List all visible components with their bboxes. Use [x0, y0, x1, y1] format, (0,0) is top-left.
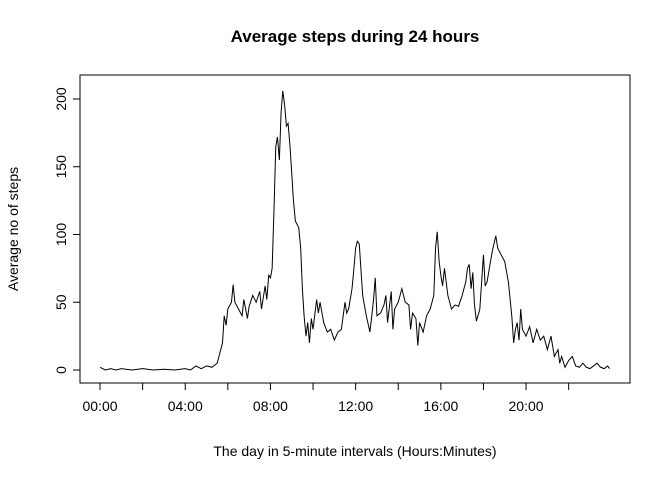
y-tick-label: 50 [53, 294, 69, 310]
y-tick-label: 150 [53, 155, 69, 179]
y-tick-label: 100 [53, 223, 69, 247]
x-axis-label: The day in 5-minute intervals (Hours:Min… [213, 443, 496, 459]
y-axis-label: Average no of steps [5, 167, 21, 291]
x-tick-label: 12:00 [338, 398, 373, 414]
x-tick-label: 20:00 [509, 398, 544, 414]
y-tick-label: 200 [53, 87, 69, 111]
x-tick-label: 08:00 [253, 398, 288, 414]
x-tick-label: 00:00 [82, 398, 117, 414]
x-tick-label: 04:00 [168, 398, 203, 414]
y-tick-label: 0 [53, 366, 69, 374]
chart-title: Average steps during 24 hours [231, 27, 480, 46]
data-line [99, 90, 610, 371]
plot-box [79, 74, 631, 384]
x-tick-label: 16:00 [423, 398, 458, 414]
